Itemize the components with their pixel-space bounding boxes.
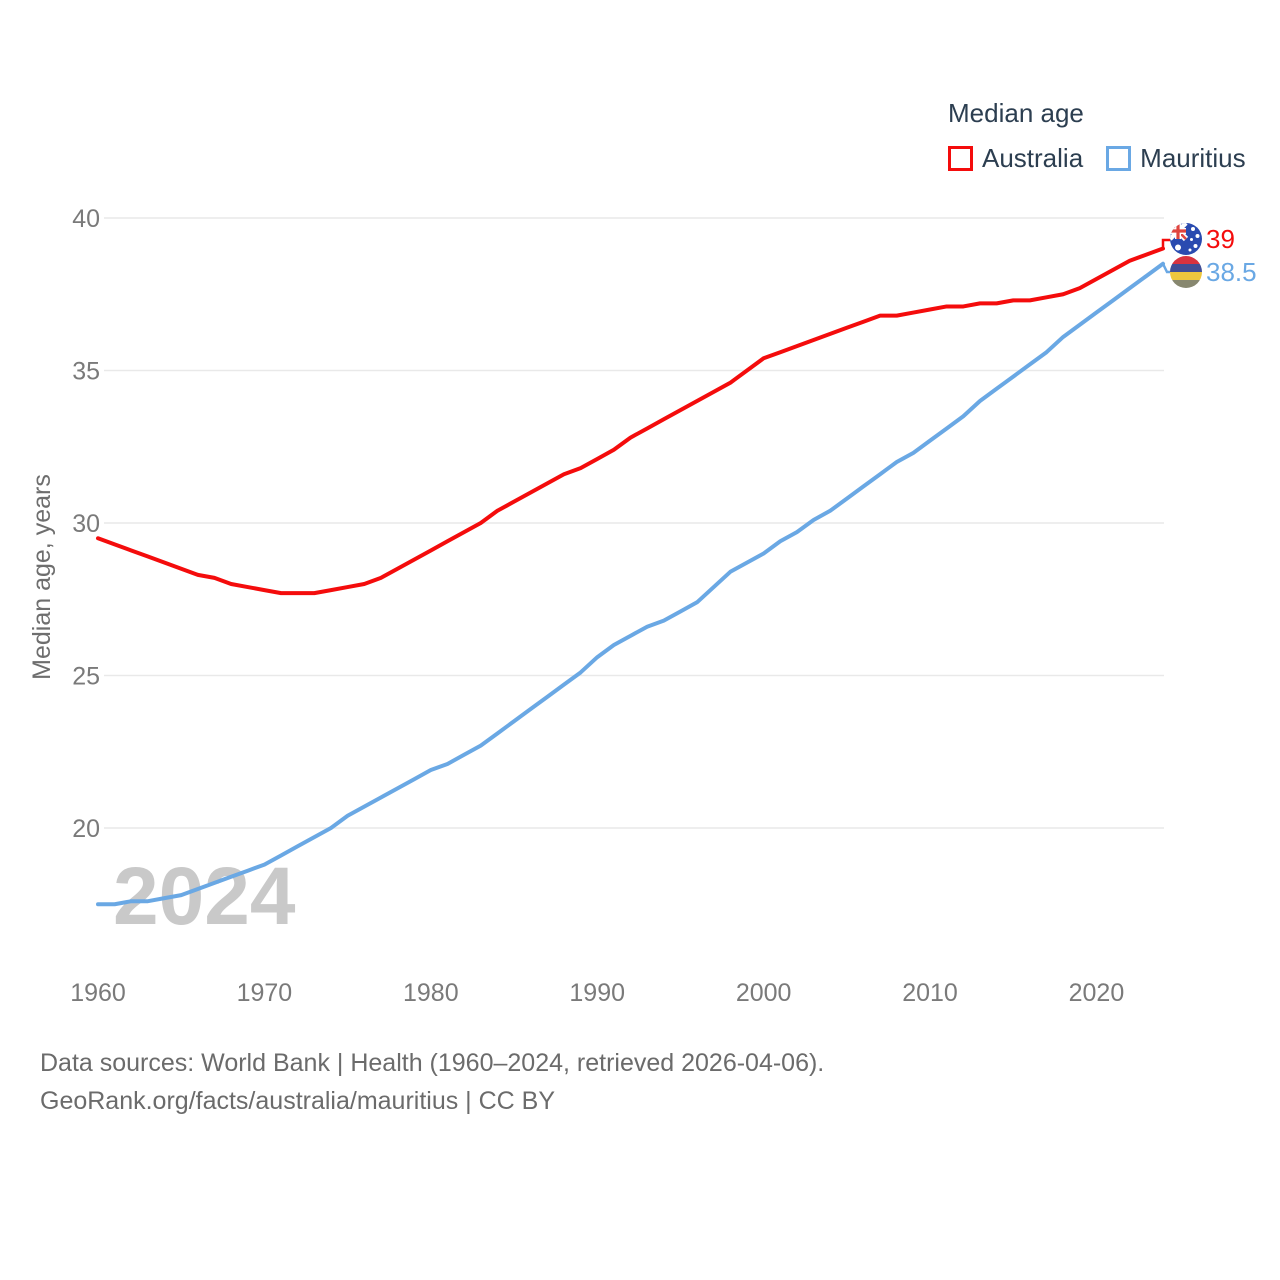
australia-end-value-label: 39 — [1206, 224, 1235, 254]
australia-swatch-icon — [948, 146, 973, 171]
x-tick-label: 1970 — [237, 979, 293, 1007]
y-tick-label: 40 — [72, 205, 100, 233]
mauritius-line — [96, 261, 1165, 907]
footer-sources-line: Data sources: World Bank | Health (1960–… — [40, 1049, 825, 1077]
x-tick-label: 2020 — [1069, 979, 1125, 1007]
mauritius-swatch-icon — [1106, 146, 1132, 171]
legend-label-mauritius: Mauritius — [1140, 143, 1246, 173]
australia-line — [96, 246, 1165, 596]
legend-item-australia[interactable]: Australia — [948, 143, 1083, 174]
x-tick-label: 1980 — [403, 979, 459, 1007]
y-tick-label: 30 — [72, 510, 100, 538]
footer-attribution-line: GeoRank.org/facts/australia/mauritius | … — [40, 1087, 556, 1115]
australia-flag-icon — [1170, 223, 1202, 255]
series-lines — [96, 246, 1165, 907]
legend: Median age Australia Mauritius — [948, 98, 1246, 174]
gridlines — [104, 217, 1164, 829]
australia-connector — [1161, 238, 1170, 249]
mauritius-end-value-label: 38.5 — [1206, 257, 1257, 287]
x-tick-label: 2000 — [736, 979, 792, 1007]
x-tick-label: 1990 — [569, 979, 625, 1007]
y-tick-label: 25 — [72, 663, 100, 691]
x-tick-label: 1960 — [70, 979, 126, 1007]
mauritius-flag-icon — [1170, 256, 1202, 288]
y-axis-title: Median age, years — [28, 474, 56, 680]
y-tick-label: 20 — [72, 815, 100, 843]
x-tick-label: 2010 — [902, 979, 958, 1007]
legend-item-mauritius[interactable]: Mauritius — [1106, 143, 1246, 174]
footer: Data sources: World Bank | Health (1960–… — [40, 1044, 824, 1120]
mauritius-connector — [1161, 263, 1170, 274]
legend-label-australia: Australia — [982, 143, 1084, 173]
axis-ticks: 40 35 30 25 20 1960 1970 1980 1990 2000 2010 2020 — [70, 205, 1124, 1007]
y-tick-label: 35 — [72, 358, 100, 386]
legend-title: Median age — [948, 98, 1084, 128]
